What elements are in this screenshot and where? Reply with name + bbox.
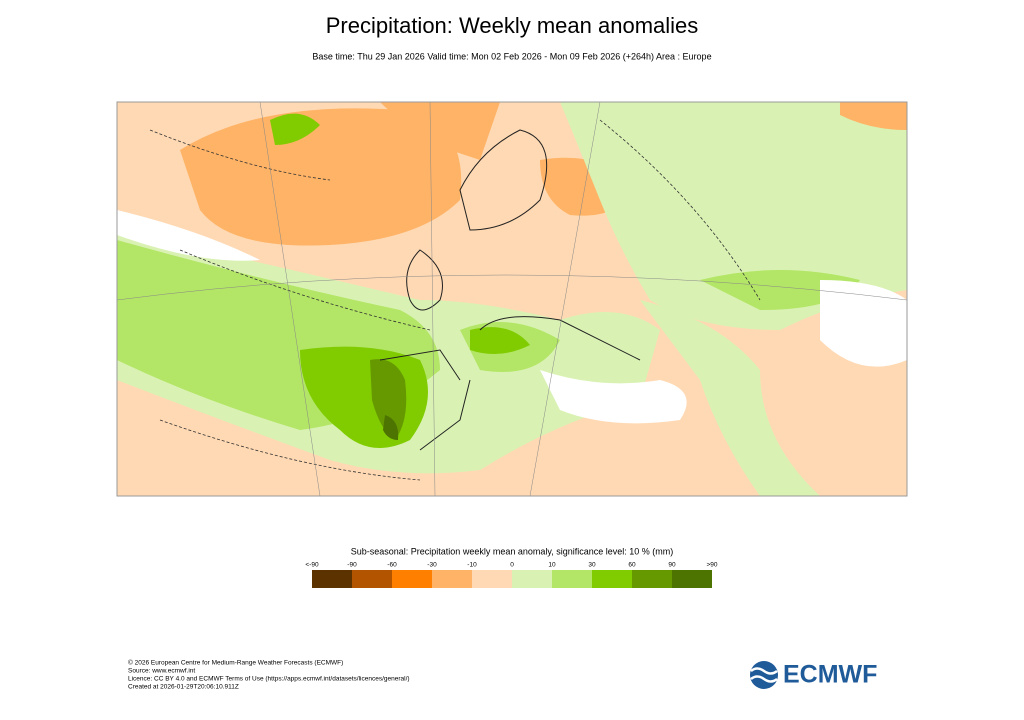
colorbar-label: 0 bbox=[510, 562, 514, 569]
map bbox=[116, 101, 908, 497]
legend-title: Sub-seasonal: Precipitation weekly mean … bbox=[351, 546, 673, 556]
colorbar-swatch bbox=[512, 570, 552, 588]
colorbar-label: -10 bbox=[467, 562, 477, 569]
title: Precipitation: Weekly mean anomalies bbox=[326, 13, 699, 38]
logo: ECMWF bbox=[750, 661, 877, 689]
colorbar-label: -90 bbox=[347, 562, 357, 569]
footer-line: Source: www.ecmwf.int bbox=[128, 668, 195, 675]
logo-text: ECMWF bbox=[783, 661, 877, 689]
colorbar-label: 30 bbox=[588, 562, 596, 569]
subtitle: Base time: Thu 29 Jan 2026 Valid time: M… bbox=[312, 51, 711, 61]
colorbar-swatch bbox=[592, 570, 632, 588]
colorbar-label: <-90 bbox=[305, 562, 319, 569]
colorbar-label: 10 bbox=[548, 562, 556, 569]
colorbar-swatch bbox=[632, 570, 672, 588]
colorbar-swatch bbox=[352, 570, 392, 588]
footer: © 2026 European Centre for Medium-Range … bbox=[128, 659, 410, 691]
footer-line: Licence: CC BY 4.0 and ECMWF Terms of Us… bbox=[128, 676, 410, 683]
colorbar-swatch bbox=[312, 570, 352, 588]
colorbar-label: 60 bbox=[628, 562, 636, 569]
colorbar-swatch bbox=[672, 570, 712, 588]
colorbar-label: 90 bbox=[668, 562, 676, 569]
colorbar-swatch bbox=[432, 570, 472, 588]
colorbar-label: >90 bbox=[706, 562, 717, 569]
colorbar-swatch bbox=[472, 570, 512, 588]
colorbar-swatch bbox=[392, 570, 432, 588]
colorbar-label: -60 bbox=[387, 562, 397, 569]
colorbar-label: -30 bbox=[427, 562, 437, 569]
colorbar: <-90 -90 -60 -30 -10 0 10 30 60 90 >90 bbox=[305, 562, 718, 588]
footer-line: Created at 2026-01-29T20:06:10.911Z bbox=[128, 684, 239, 691]
footer-line: © 2026 European Centre for Medium-Range … bbox=[128, 659, 343, 667]
colorbar-swatch bbox=[552, 570, 592, 588]
